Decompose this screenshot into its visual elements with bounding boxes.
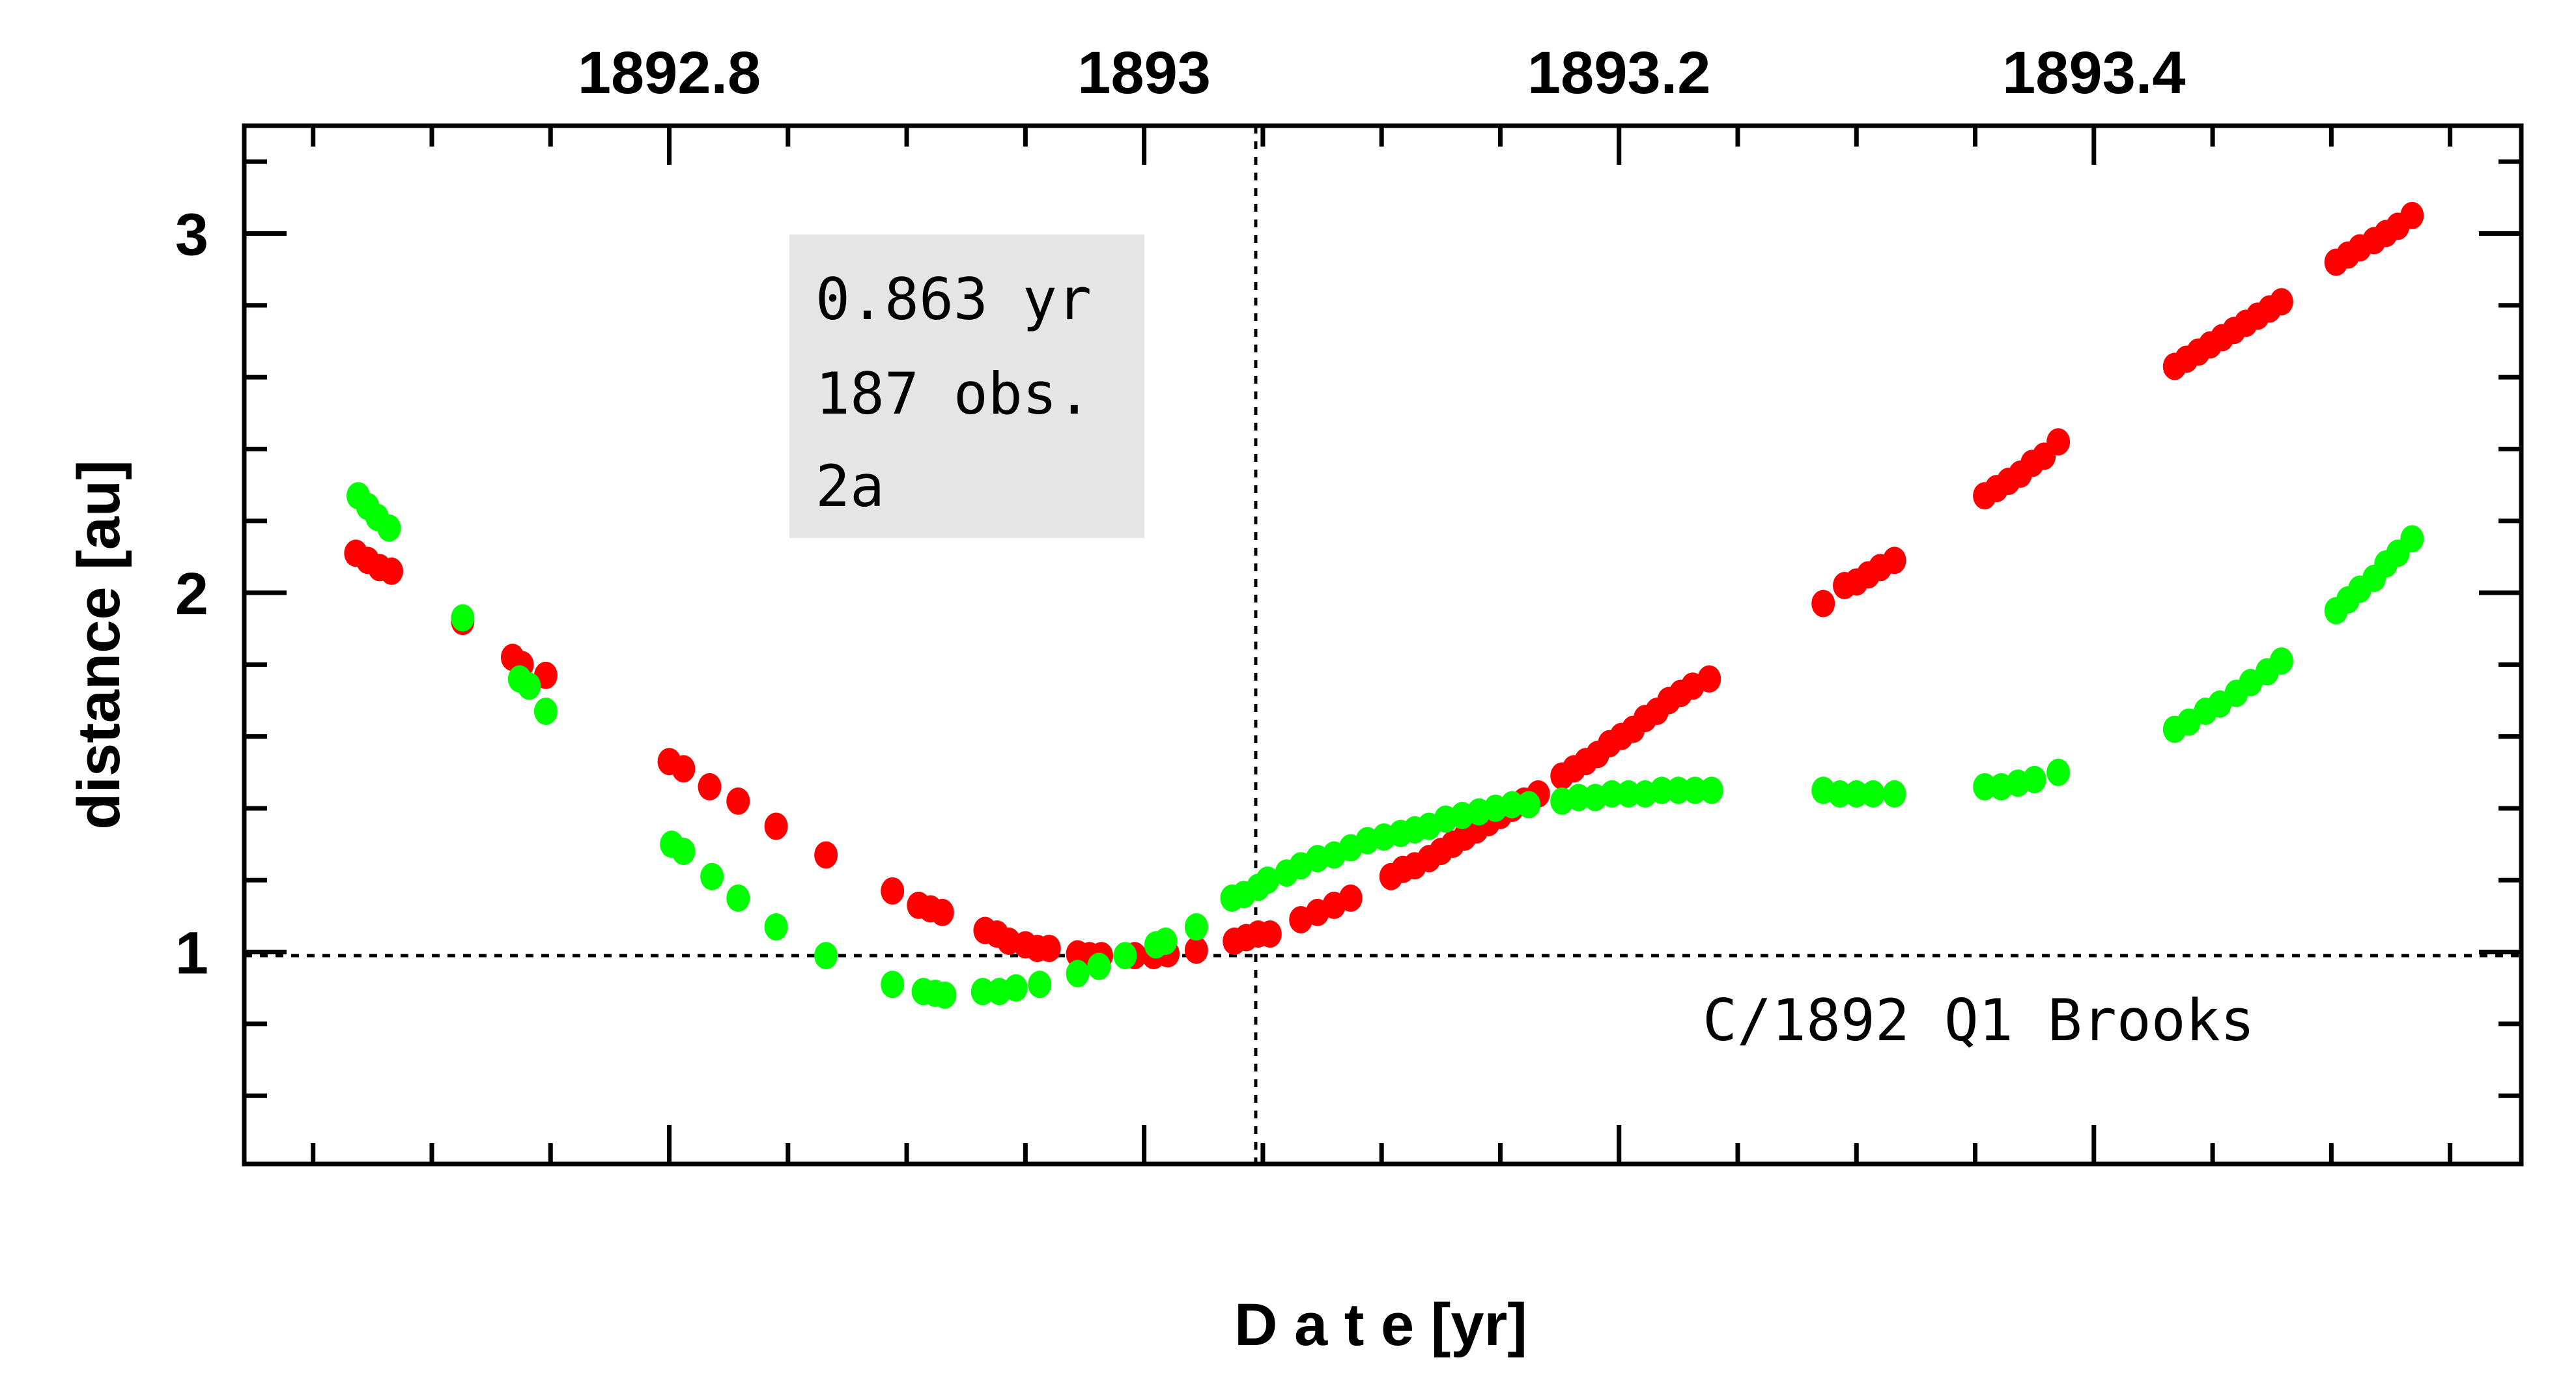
data-point-red (764, 812, 788, 840)
data-point-red (1258, 920, 1282, 948)
data-point-green (933, 981, 957, 1009)
data-point-green (1500, 791, 1524, 819)
data-point-green (1973, 773, 1997, 801)
data-point-green (1087, 952, 1111, 980)
data-point-red (1811, 589, 1835, 617)
data-point-green (2046, 758, 2071, 786)
data-point-red (2269, 288, 2293, 316)
x-tick-label: 1892.8 (578, 40, 761, 106)
data-point-green (881, 971, 905, 999)
data-point-green (1600, 780, 1624, 808)
data-point-green (533, 698, 558, 726)
data-point-green (1666, 776, 1690, 804)
y-tick-label: 1 (175, 920, 208, 987)
data-point-red (2400, 201, 2424, 229)
data-point-green (814, 942, 838, 970)
info-obs-count: 187 obs. (815, 360, 1092, 427)
data-point-green (2400, 525, 2424, 553)
data-point-green (764, 913, 788, 941)
x-tick-label: 1893 (1077, 40, 1211, 106)
data-point-red (672, 755, 696, 783)
data-point-red (2046, 428, 2071, 456)
x-axis-label: D a t e [yr] (1234, 1292, 1527, 1358)
data-point-green (726, 884, 750, 912)
data-point-red (1184, 936, 1208, 964)
info-arc-length: 0.863 yr (815, 266, 1092, 333)
data-point-green (1699, 776, 1723, 804)
x-tick-label: 1893.2 (1527, 40, 1710, 106)
data-point-green (1184, 913, 1208, 941)
data-point-green (2022, 765, 2046, 793)
data-point-green (1845, 780, 1869, 808)
data-point-green (1517, 791, 1541, 819)
data-point-green (1650, 776, 1674, 804)
data-point-green (1617, 780, 1641, 808)
data-point-red (881, 877, 905, 905)
data-points (344, 201, 2424, 1009)
data-point-red (1037, 935, 1061, 963)
data-point-red (814, 841, 838, 869)
data-point-green (1256, 866, 1280, 894)
data-point-red (380, 557, 404, 585)
data-point-red (698, 773, 722, 801)
data-point-red (930, 898, 954, 926)
data-point-green (451, 604, 475, 632)
info-orbit-code: 2a (815, 453, 885, 520)
reference-lines (244, 126, 2521, 1164)
info-box (789, 234, 1144, 538)
tick-labels: 1892.8 1893 1893.2 1893.4 1 2 3 (175, 40, 2186, 987)
data-point-green (377, 514, 401, 542)
x-tick-label: 1893.4 (2002, 40, 2185, 106)
data-point-green (517, 672, 541, 700)
data-point-green (1861, 780, 1885, 808)
data-point-green (1028, 971, 1052, 999)
series-green (346, 482, 2424, 1009)
series-red (344, 201, 2424, 970)
y-tick-label: 3 (175, 201, 208, 268)
axis-ticks (244, 126, 2521, 1164)
data-point-red (726, 787, 750, 815)
data-point-green (700, 862, 724, 890)
data-point-red (1882, 546, 1906, 574)
object-label: C/1892 Q1 Brooks (1703, 987, 2255, 1054)
y-tick-label: 2 (175, 561, 208, 627)
data-point-green (1004, 974, 1028, 1002)
data-point-green (2269, 647, 2293, 675)
data-point-green (1066, 959, 1090, 987)
data-point-green (1154, 928, 1178, 956)
data-point-green (1113, 942, 1137, 970)
data-point-red (1338, 884, 1363, 912)
data-point-green (1683, 776, 1707, 804)
y-axis-label: distance [au] (66, 460, 132, 829)
data-point-green (1882, 780, 1906, 808)
data-point-green (970, 978, 995, 1006)
data-point-red (1697, 665, 1721, 693)
plot-frame (242, 123, 2524, 1167)
data-point-green (672, 838, 696, 866)
data-point-green (1566, 784, 1591, 812)
data-point-green (1828, 780, 1852, 808)
